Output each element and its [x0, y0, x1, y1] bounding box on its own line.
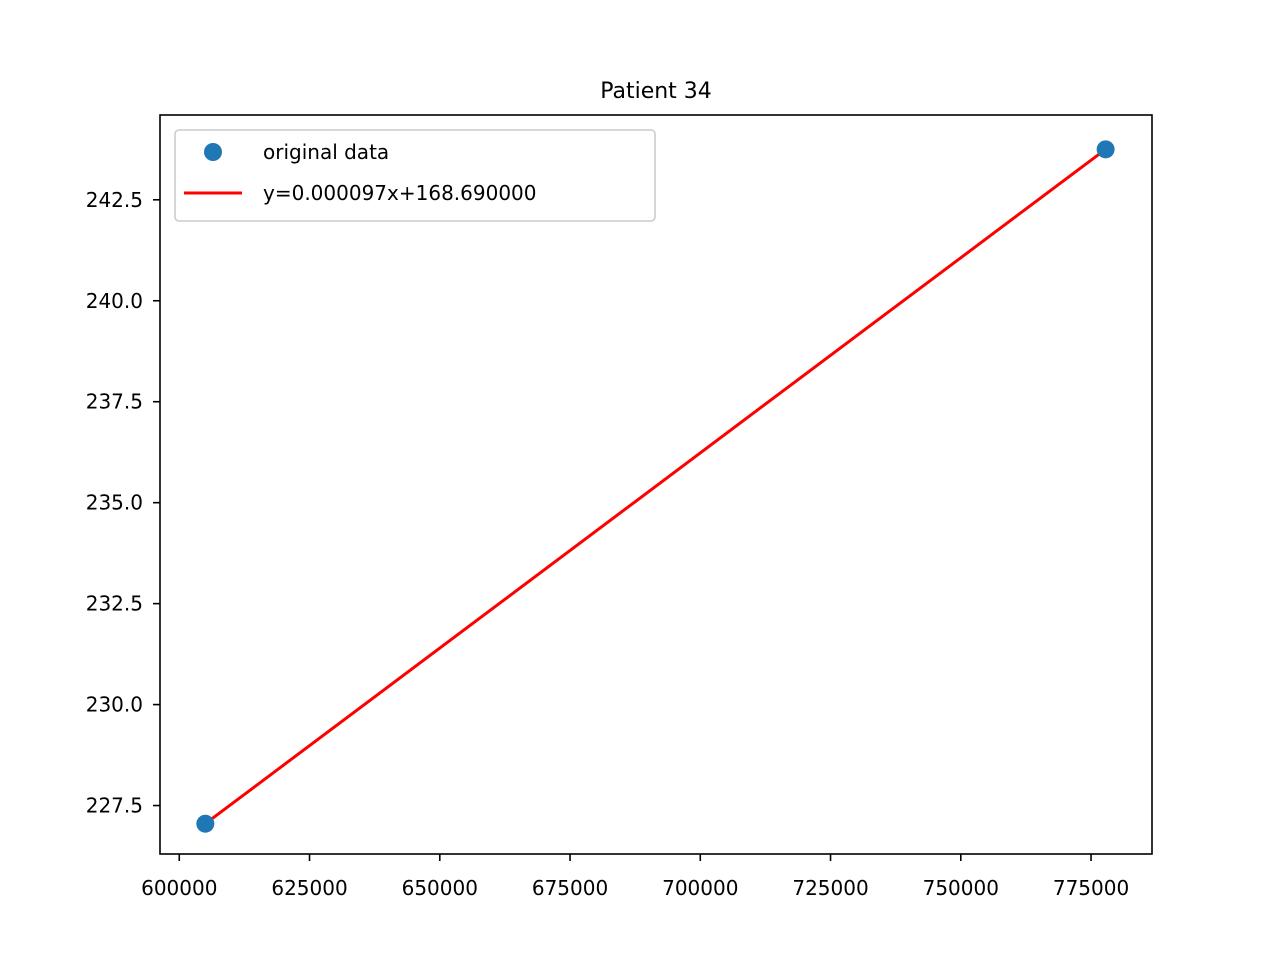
x-axis: 600000 625000 650000 675000 700000 725000 7500… [141, 854, 1129, 900]
y-tick-label: 235.0 [86, 491, 143, 515]
x-tick-label: 675000 [532, 876, 608, 900]
legend-label: y=0.000097x+168.690000 [263, 181, 537, 205]
x-tick-label: 625000 [271, 876, 347, 900]
plot-area [159, 114, 1153, 855]
plot-frame [159, 114, 1153, 855]
legend-marker [204, 143, 222, 161]
y-tick-label: 230.0 [86, 693, 143, 717]
chart-title: Patient 34 [600, 79, 712, 104]
data-point [1096, 140, 1115, 159]
x-tick-label: 650000 [402, 876, 478, 900]
legend: original data y=0.000097x+168.690000 [174, 129, 656, 222]
x-tick-label: 600000 [141, 876, 217, 900]
legend-label: original data [263, 140, 389, 164]
y-tick-label: 242.5 [86, 188, 143, 212]
y-axis: 227.5 230.0 232.5 235.0 237.5 240.0 242.5 [86, 188, 160, 818]
legend-box [174, 129, 656, 222]
y-tick-label: 240.0 [86, 289, 143, 313]
fit-line [204, 148, 1107, 825]
x-tick-label: 725000 [792, 876, 868, 900]
y-tick-label: 232.5 [86, 592, 143, 616]
data-point [196, 814, 215, 833]
y-tick-label: 237.5 [86, 390, 143, 414]
y-tick-label: 227.5 [86, 794, 143, 818]
x-tick-label: 775000 [1053, 876, 1129, 900]
x-tick-label: 750000 [923, 876, 999, 900]
x-tick-label: 700000 [662, 876, 738, 900]
